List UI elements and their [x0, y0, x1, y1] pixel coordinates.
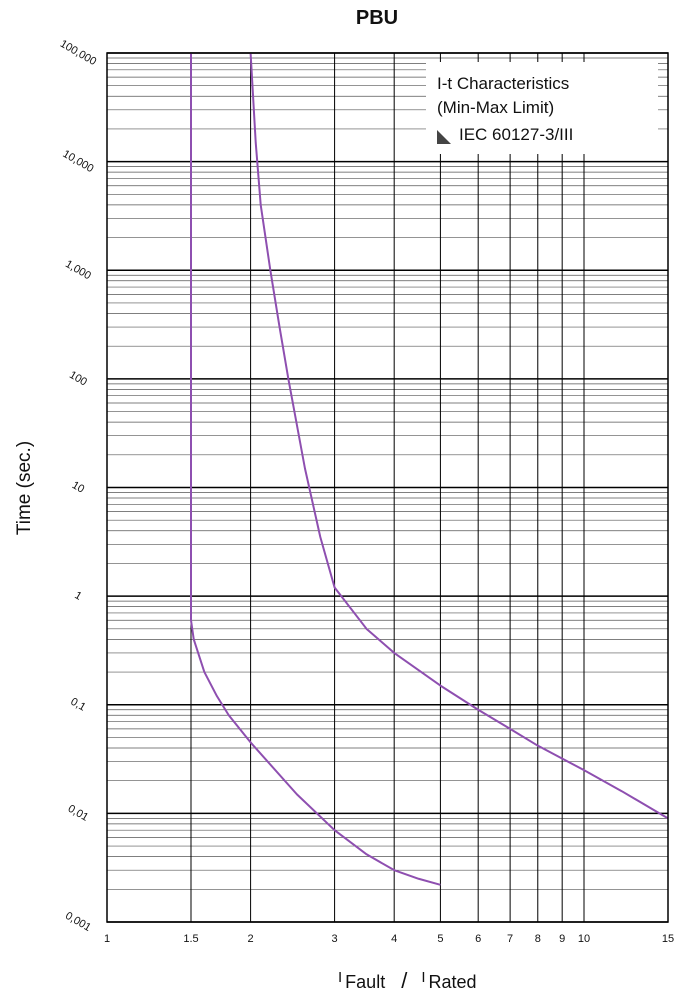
x-tick-label: 8 — [535, 933, 541, 945]
x-tick-label: 10 — [578, 933, 590, 945]
x-axis-label-part: Rated — [429, 972, 477, 992]
grid — [106, 52, 669, 923]
x-axis-label-part: / — [401, 968, 408, 993]
annotation: (Min-Max Limit) — [437, 98, 554, 117]
x-axis-label: I Fault / I Rated — [338, 968, 477, 993]
plot-frame — [106, 52, 669, 923]
y-tick-label: 10 — [70, 479, 87, 496]
x-tick-label: 1.5 — [183, 933, 198, 945]
legend-box — [426, 62, 658, 154]
x-tick-label: 6 — [475, 933, 481, 945]
curve — [249, 52, 669, 820]
x-tick-label: 3 — [332, 933, 338, 945]
curve — [190, 53, 441, 886]
y-tick-label: 1 — [72, 589, 83, 602]
x-axis-label-part: Fault — [345, 972, 385, 992]
x-tick-label: 9 — [559, 933, 565, 945]
x-tick-label: 4 — [391, 933, 397, 945]
annotation: I-t Characteristics — [437, 74, 569, 93]
x-tick-label: 1 — [104, 933, 110, 945]
chart-title: PBU — [356, 7, 398, 29]
x-axis-label-part: I — [338, 969, 342, 986]
x-tick-label: 5 — [437, 933, 443, 945]
x-tick-label: 7 — [507, 933, 513, 945]
marks — [190, 52, 669, 886]
y-axis-label: Time (sec.) — [14, 441, 35, 535]
x-tick-label: 2 — [248, 933, 254, 945]
x-tick-label: 15 — [662, 933, 674, 945]
annotation: IEC 60127-3/III — [459, 125, 573, 144]
x-axis-label-part: I — [421, 969, 425, 986]
annotation-icon — [437, 130, 451, 144]
